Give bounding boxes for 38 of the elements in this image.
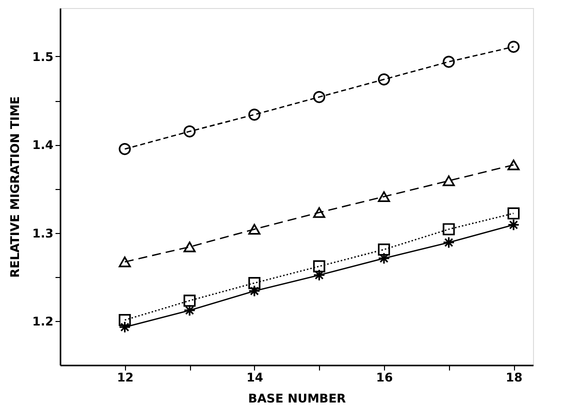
point: [442, 223, 455, 236]
y-tick-label: 1.2: [32, 314, 54, 328]
point: [248, 224, 260, 235]
point: [313, 269, 326, 282]
y-tick-label: 1.5: [32, 50, 54, 64]
point: [508, 160, 520, 170]
point: [313, 260, 326, 272]
point: [508, 40, 520, 53]
point: [118, 143, 131, 156]
point: [313, 90, 326, 104]
point: [378, 243, 390, 256]
point: [442, 175, 455, 186]
point: [442, 56, 455, 68]
point: [508, 207, 520, 220]
y-tick-label: 1.4: [32, 138, 54, 152]
point: [378, 73, 390, 86]
point: [184, 304, 196, 316]
point: [313, 207, 326, 218]
x-tick-label: 18: [506, 370, 522, 384]
point: [248, 108, 260, 121]
point: [118, 314, 131, 326]
point: [118, 256, 131, 268]
point: [184, 294, 196, 307]
point: [442, 236, 455, 249]
point: [248, 276, 260, 290]
y-tick-label: 1.3: [32, 226, 54, 240]
x-tick-label: 14: [246, 370, 264, 384]
point: [248, 284, 260, 297]
point: [378, 252, 390, 264]
point: [118, 321, 131, 334]
point: [508, 218, 520, 231]
point: [184, 125, 196, 138]
x-tick-label: 12: [116, 370, 134, 384]
point: [184, 242, 196, 252]
y-axis-title: RELATIVE MIGRATION TIME: [8, 96, 22, 278]
x-axis-title: BASE NUMBER: [248, 392, 346, 406]
point: [378, 191, 390, 202]
x-tick-label: 16: [376, 370, 393, 384]
